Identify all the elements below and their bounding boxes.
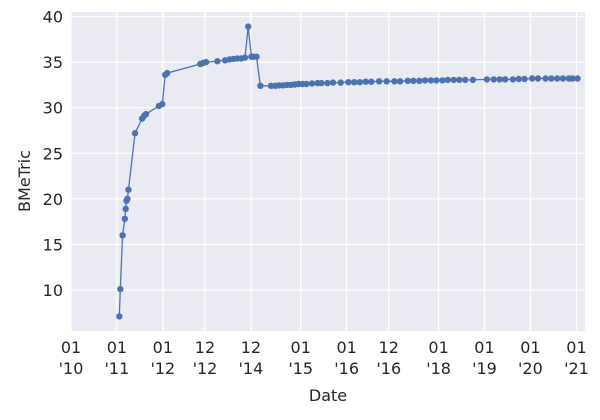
series-points — [116, 23, 581, 320]
data-point — [267, 82, 275, 90]
x-axis-label: Date — [309, 386, 347, 405]
x-tick-label: 01'11 — [105, 338, 130, 378]
data-point — [450, 76, 457, 84]
x-tick-labels: 01'10 01'11 01'12 12'12 12'14 01'15 01'16 12'16… — [59, 338, 589, 378]
data-point — [308, 80, 316, 87]
data-point — [329, 79, 337, 86]
data-point — [433, 77, 440, 84]
x-tick-label: 12'16 — [376, 338, 401, 378]
y-tick-label: 35 — [43, 53, 63, 72]
y-tick-label: 20 — [43, 190, 63, 209]
data-point — [159, 100, 166, 108]
data-point — [131, 130, 139, 137]
data-point — [521, 75, 528, 83]
x-tick-label: 01'15 — [288, 338, 313, 378]
data-point — [164, 69, 171, 77]
x-tick-label: 01'16 — [334, 338, 359, 378]
data-point — [318, 79, 325, 87]
data-point — [119, 232, 126, 239]
x-gridlines — [70, 12, 578, 331]
x-tick-label: 01'18 — [426, 338, 451, 378]
data-point — [574, 75, 581, 82]
data-point — [469, 76, 477, 84]
data-point — [356, 79, 363, 86]
data-point — [490, 76, 497, 83]
x-tick-label: 01'10 — [59, 338, 84, 378]
x-tick-label: 01'12 — [150, 338, 175, 378]
data-point — [125, 186, 132, 193]
y-tick-label: 10 — [43, 281, 63, 300]
data-point — [548, 75, 555, 82]
data-point — [483, 76, 491, 83]
data-point — [202, 58, 210, 66]
data-point — [351, 79, 358, 86]
x-tick-label: 01'20 — [518, 338, 543, 378]
y-tick-labels: 10 15 20 25 30 35 40 — [43, 8, 63, 300]
data-point — [368, 78, 375, 85]
data-point — [444, 76, 451, 84]
data-point — [303, 80, 310, 88]
data-point — [529, 75, 536, 82]
data-point — [569, 75, 576, 82]
data-point — [124, 195, 131, 202]
data-point — [496, 76, 503, 83]
data-point — [241, 54, 249, 61]
y-tick-label: 25 — [43, 144, 63, 163]
data-point — [456, 76, 463, 84]
data-point — [142, 110, 150, 118]
x-tick-label: 01'19 — [472, 338, 497, 378]
y-axis-label: BMeTric — [15, 150, 34, 212]
data-point — [117, 285, 124, 293]
data-point — [502, 76, 509, 83]
data-point — [245, 23, 252, 30]
x-tick-label: 12'14 — [239, 338, 264, 378]
data-point — [362, 78, 369, 85]
plot-area — [71, 12, 585, 331]
data-point — [345, 79, 352, 86]
data-point — [554, 75, 561, 82]
data-point — [121, 215, 128, 223]
data-point — [253, 53, 260, 60]
data-point — [396, 78, 404, 85]
data-point — [421, 77, 429, 84]
data-point — [427, 77, 435, 84]
data-point — [534, 75, 542, 82]
data-point — [439, 77, 446, 84]
data-point — [214, 58, 221, 65]
y-tick-label: 30 — [43, 99, 63, 118]
data-point — [515, 75, 522, 83]
y-tick-label: 40 — [43, 8, 63, 27]
data-point — [257, 82, 264, 90]
data-point — [337, 79, 344, 86]
data-point — [122, 205, 129, 213]
data-point — [391, 78, 398, 85]
x-tick-label: 12'12 — [193, 338, 218, 378]
data-point — [383, 78, 390, 85]
data-point — [324, 79, 331, 87]
x-tick-label: 01'21 — [564, 338, 589, 378]
data-point — [116, 313, 123, 320]
data-point — [375, 78, 383, 85]
data-point — [542, 75, 549, 82]
y-gridlines — [71, 15, 585, 291]
y-tick-label: 15 — [43, 235, 63, 254]
data-point — [410, 77, 417, 85]
data-point — [462, 76, 469, 84]
data-point — [559, 75, 567, 82]
data-point — [509, 76, 517, 83]
data-point — [416, 77, 423, 85]
data-point — [404, 77, 411, 85]
